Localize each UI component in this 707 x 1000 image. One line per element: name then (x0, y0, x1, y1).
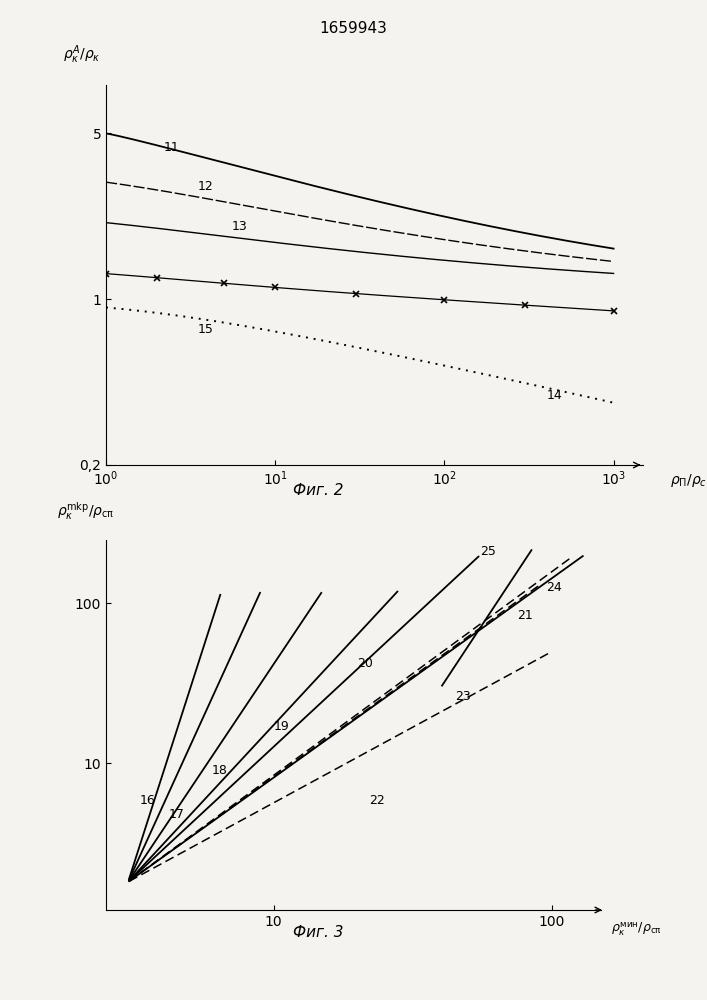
Text: 14: 14 (547, 389, 562, 402)
Text: 20: 20 (358, 657, 373, 670)
Text: 1659943: 1659943 (320, 21, 387, 36)
Text: Фиг. 2: Фиг. 2 (293, 483, 344, 498)
Text: 25: 25 (479, 545, 496, 558)
Text: 24: 24 (546, 581, 561, 594)
Text: $\rho_\kappa^{\rm mkp}/\rho_{\rm c\pi}$: $\rho_\kappa^{\rm mkp}/\rho_{\rm c\pi}$ (57, 500, 114, 522)
Text: 13: 13 (231, 220, 247, 233)
Text: 16: 16 (139, 794, 156, 807)
Text: $\rho_\Pi/\rho_c$: $\rho_\Pi/\rho_c$ (670, 472, 707, 489)
Text: 21: 21 (517, 609, 533, 622)
Text: $\rho_\kappa^{\rm мин}/\rho_{\rm c\pi}$: $\rho_\kappa^{\rm мин}/\rho_{\rm c\pi}$ (611, 920, 662, 938)
Text: 17: 17 (169, 808, 185, 821)
Text: 19: 19 (274, 720, 289, 733)
Text: 22: 22 (369, 794, 385, 807)
Text: 11: 11 (164, 141, 180, 154)
Text: 23: 23 (455, 690, 471, 703)
Text: Фиг. 3: Фиг. 3 (293, 925, 344, 940)
Text: $\rho_\kappa^A/\rho_\kappa$: $\rho_\kappa^A/\rho_\kappa$ (63, 43, 101, 66)
Text: 12: 12 (198, 180, 214, 193)
Text: 15: 15 (198, 323, 214, 336)
Text: 18: 18 (212, 764, 228, 777)
